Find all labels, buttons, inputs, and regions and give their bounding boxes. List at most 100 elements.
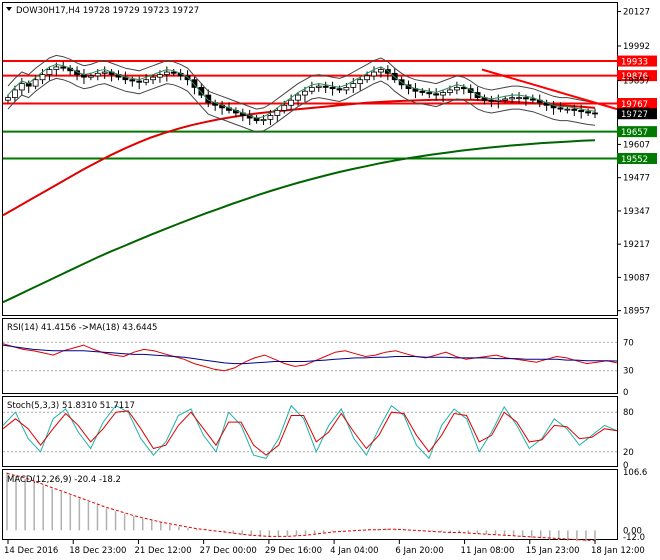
x-tick-label-1: 18 Dec 23:00 <box>69 546 126 556</box>
level-tag-box-19767 <box>617 98 657 110</box>
rsi-header: RSI(14) 41.4156 ->MA(18) 43.6445 <box>7 323 157 333</box>
price-tick-label-19217: 19217 <box>623 240 650 250</box>
macd-header: MACD(12,26,9) -20.4 -18.2 <box>7 475 121 485</box>
symbol-header: DOW30H17,H4 19728 19729 19723 19727 <box>16 6 199 16</box>
candle-body-71 <box>495 99 502 102</box>
x-tick-label-4: 29 Dec 16:00 <box>265 546 322 556</box>
macd-tick-0: 106.6 <box>623 468 647 478</box>
candle-body-23 <box>163 71 170 76</box>
level-tag-19933: 19933 <box>617 55 657 68</box>
candle-body-20 <box>143 79 150 83</box>
level-tag-text-19552: 19552 <box>621 155 648 165</box>
candle-body-74 <box>516 97 522 100</box>
x-tick-label-0: 14 Dec 2016 <box>4 546 58 556</box>
candle-body-39 <box>274 110 281 116</box>
candle-body-0 <box>5 97 11 101</box>
rsi-ma-line <box>2 344 618 365</box>
candle-body-6 <box>46 69 53 76</box>
stoch-panel <box>2 396 618 467</box>
candle-body-48 <box>336 88 343 91</box>
candle-body-60 <box>419 90 426 93</box>
level-tag-19876: 19876 <box>617 70 657 82</box>
level-tag-text-19657: 19657 <box>621 128 648 138</box>
candle-body-19 <box>136 80 143 83</box>
candle-body-12 <box>87 75 94 78</box>
candle-body-5 <box>39 74 46 81</box>
candle-body-28 <box>198 86 205 96</box>
level-tag-box-19876 <box>617 70 657 82</box>
candle-body-51 <box>357 79 364 84</box>
rsi-tick-0: 0 <box>623 388 628 398</box>
level-tag-box-19933 <box>617 55 657 67</box>
x-tick-label-6: 6 Jan 20:00 <box>395 546 443 556</box>
stoch-tick-20: 20 <box>623 448 634 458</box>
level-tag-19552: 19552 <box>617 152 657 165</box>
candle-body-56 <box>391 72 398 81</box>
candle-body-76 <box>529 98 536 101</box>
macd-tick-1: 0.00 <box>623 526 642 536</box>
level-tag-box-19552 <box>617 152 657 164</box>
stoch-tick-80: 80 <box>623 408 634 418</box>
candle-body-37 <box>260 118 267 122</box>
price-tick-label-19992: 19992 <box>623 42 650 52</box>
level-tag-text-19933: 19933 <box>621 58 648 68</box>
axis-layer: 19933 19876 19767 19657 19552 19727 20127 19992… <box>4 7 657 556</box>
candle-body-4 <box>32 79 39 87</box>
level-tag-text-19767: 19767 <box>621 100 648 110</box>
price-tick-label-19857: 19857 <box>623 76 650 86</box>
candle-body-1 <box>12 89 18 99</box>
stoch-tick-0: 0 <box>623 461 628 471</box>
candle-body-50 <box>350 83 357 88</box>
candle-body-13 <box>94 72 101 77</box>
candle-body-53 <box>371 71 377 77</box>
ma-long-line <box>2 139 596 304</box>
candle-body-81 <box>564 108 571 111</box>
stoch-header: Stoch(5,3,3) 51.8310 51.7117 <box>7 401 135 411</box>
candle-body-73 <box>509 97 516 100</box>
candle-body-42 <box>295 94 301 101</box>
level-tag-box-19657 <box>617 126 657 138</box>
candle-body-41 <box>288 99 295 106</box>
rsi-panel <box>2 318 618 394</box>
candle-body-24 <box>170 71 177 74</box>
candle-body-84 <box>585 111 591 114</box>
x-tick-label-5: 4 Jan 04:00 <box>330 546 378 556</box>
candle-body-70 <box>488 99 495 102</box>
price-layer <box>2 54 618 304</box>
candle-body-14 <box>101 71 108 74</box>
candle-body-21 <box>150 76 156 81</box>
x-tick-label-3: 27 Dec 00:00 <box>200 546 257 556</box>
current-price-box <box>617 108 657 120</box>
candle-body-61 <box>426 92 433 95</box>
rsi-tick-70: 70 <box>623 338 634 348</box>
candle-body-7 <box>53 66 60 70</box>
price-tick-label-18957: 18957 <box>623 307 650 317</box>
candle-body-45 <box>315 85 322 88</box>
candle-body-72 <box>502 98 509 101</box>
candle-body-22 <box>157 74 163 78</box>
price-tick-label-19607: 19607 <box>623 140 650 150</box>
price-tick-label-19347: 19347 <box>623 207 650 217</box>
candle-body-75 <box>523 97 529 100</box>
price-tick-label-19087: 19087 <box>623 273 650 283</box>
stoch-layer <box>2 404 618 460</box>
candle-body-29 <box>205 94 212 104</box>
candle-body-52 <box>364 75 371 81</box>
price-tick-label-20127: 20127 <box>623 7 650 17</box>
macd-panel <box>2 469 618 540</box>
candle-body-82 <box>571 108 578 111</box>
price-tick-label-19477: 19477 <box>623 174 650 184</box>
candle-body-40 <box>281 104 288 111</box>
rsi-layer <box>2 341 618 372</box>
candle-body-80 <box>557 107 564 110</box>
candle-body-54 <box>378 69 384 73</box>
candle-body-27 <box>191 79 198 88</box>
level-tag-19767: 19767 <box>617 98 657 110</box>
x-tick-label-7: 11 Jan 08:00 <box>461 546 515 556</box>
current-price-tag: 19727 <box>617 108 657 120</box>
collapse-triangle-icon[interactable] <box>6 7 12 11</box>
candle-body-18 <box>129 79 136 82</box>
macd-signal-line <box>6 472 596 541</box>
rsi-tick-30: 30 <box>623 367 634 377</box>
